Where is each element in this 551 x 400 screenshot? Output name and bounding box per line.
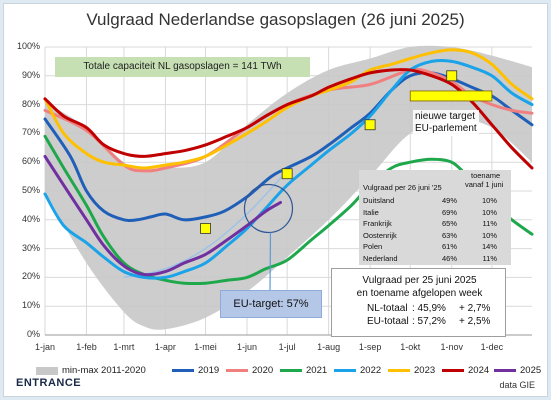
legend-label: 2025 <box>520 365 542 376</box>
table-row: Nederland 46% 11% <box>359 253 511 264</box>
legend-label: 2023 <box>414 365 436 376</box>
country-cell: Polen <box>363 242 383 251</box>
summary-line-1: Vulgraad per 25 juni 2025 <box>362 275 477 286</box>
y-tick-label: 0% <box>26 329 40 339</box>
x-tick-label: 1-jul <box>278 342 296 352</box>
table-header-label: Vulgraad per 26 juni '25 <box>363 183 442 192</box>
x-tick-label: 1-mei <box>194 342 217 352</box>
highlight-circle <box>243 183 294 234</box>
table-header-growth-2: vanaf 1 juni <box>465 180 504 189</box>
growth-cell: 11% <box>482 219 497 228</box>
legend-swatch <box>280 369 302 372</box>
new-target-note: nieuwe target EU-parlement <box>413 110 479 136</box>
legend-swatch <box>36 367 58 375</box>
chart-title: Vulgraad Nederlandse gasopslagen (26 jun… <box>86 10 465 29</box>
legend-swatch <box>442 369 464 372</box>
fill-cell: 46% <box>441 253 457 263</box>
series-line-2025 <box>43 154 282 277</box>
new-target-line-1: nieuwe target <box>415 111 476 122</box>
table-header-growth-1: toename <box>471 171 501 180</box>
legend-swatch <box>388 369 410 372</box>
brand-logo: ENTRANCE <box>16 377 82 389</box>
summary-line-2: en toename afgelopen week <box>356 288 483 299</box>
x-tick-label: 1-nov <box>440 342 463 352</box>
y-tick-label: 10% <box>21 300 40 311</box>
x-tick-label: 1-jan <box>34 342 55 352</box>
source-note: data GIE <box>499 380 535 390</box>
country-cell: Frankrijk <box>363 219 392 228</box>
eu-total-value: : 57,2% <box>412 316 446 327</box>
fill-cell: 49% <box>441 196 457 205</box>
new-target-line-2: EU-parlement <box>415 123 477 134</box>
country-cell: Italie <box>363 207 379 217</box>
table-row: Frankrijk 65% 11% <box>359 218 511 229</box>
y-tick-label: 80% <box>21 98 40 109</box>
target-marker <box>446 70 458 82</box>
x-tick-label: 1-sep <box>358 342 382 352</box>
fill-cell: 61% <box>441 242 457 251</box>
y-tick-label: 20% <box>21 271 40 282</box>
table-row: Oostenrijk 63% 10% <box>359 230 511 241</box>
fill-cell: 63% <box>441 230 457 240</box>
country-cell: Nederland <box>363 253 398 263</box>
x-tick-label: 1-aug <box>317 342 341 352</box>
legend-label: 2020 <box>252 365 274 376</box>
table-row: Duitsland 49% 10% <box>359 195 511 206</box>
nl-total-label: NL-totaal <box>367 303 408 314</box>
legend-label: 2021 <box>306 365 328 376</box>
capacity-note: Totale capaciteit NL gasopslagen = 141 T… <box>55 57 310 77</box>
chart-legend: min-max 2011-2020 2019 2020 2021 2022 2023 202… <box>0 364 551 378</box>
nl-total-delta: + 2,7% <box>459 303 491 314</box>
new-target-bar <box>409 90 493 102</box>
legend-label: 2019 <box>198 365 220 376</box>
country-cell: Duitsland <box>363 196 395 205</box>
series-line-2024 <box>43 67 534 170</box>
x-tick-label: 1-okt <box>400 342 421 352</box>
target-marker <box>364 119 376 131</box>
nl-total-value: : 45,9% <box>412 303 446 314</box>
legend-label: 2024 <box>468 365 490 376</box>
eu-total-delta: + 2,5% <box>459 316 491 327</box>
target-marker <box>281 168 293 180</box>
growth-cell: 10% <box>481 207 497 217</box>
series-line-2023 <box>43 48 534 170</box>
summary-box: Vulgraad per 25 juni 2025 en toename afg… <box>331 268 506 337</box>
x-tick-label: 1-dec <box>480 342 504 352</box>
y-tick-label: 30% <box>21 242 40 253</box>
table-row: Polen 61% 14% <box>359 241 511 252</box>
x-tick-label: 1-apr <box>154 342 176 352</box>
y-tick-label: 40% <box>21 213 40 224</box>
eu-target-box: EU-target: 57% <box>220 290 322 318</box>
y-tick-label: 90% <box>21 69 40 80</box>
y-tick-label: 50% <box>21 185 40 195</box>
country-cell: Oostenrijk <box>363 230 397 240</box>
legend-swatch <box>226 369 248 372</box>
fill-cell: 69% <box>441 207 457 217</box>
growth-cell: 10% <box>481 230 497 240</box>
table-row: Italie 69% 10% <box>359 207 511 218</box>
y-tick-label: 60% <box>21 156 40 167</box>
growth-cell: 10% <box>481 196 497 205</box>
target-marker <box>200 223 211 234</box>
legend-label: 2022 <box>360 365 382 376</box>
eu-target-trend <box>123 170 288 279</box>
eu-total-label: EU-totaal <box>367 316 409 327</box>
country-fill-table: Vulgraad per 26 juni '25 toename vanaf 1… <box>359 170 511 265</box>
legend-label: min-max 2011-2020 <box>62 365 146 376</box>
x-tick-label: 1-feb <box>76 342 97 352</box>
x-tick-label: 1-mrt <box>113 342 135 352</box>
growth-cell: 14% <box>481 242 497 251</box>
legend-swatch <box>334 369 356 372</box>
x-tick-label: 1-jun <box>237 342 258 352</box>
legend-swatch <box>494 369 516 372</box>
legend-swatch <box>172 369 194 372</box>
growth-cell: 11% <box>482 253 497 263</box>
y-tick-label: 70% <box>21 127 40 138</box>
series-line-2022 <box>43 59 534 280</box>
minmax-band <box>45 45 532 330</box>
y-tick-label: 100% <box>16 41 40 51</box>
fill-cell: 65% <box>441 219 457 228</box>
